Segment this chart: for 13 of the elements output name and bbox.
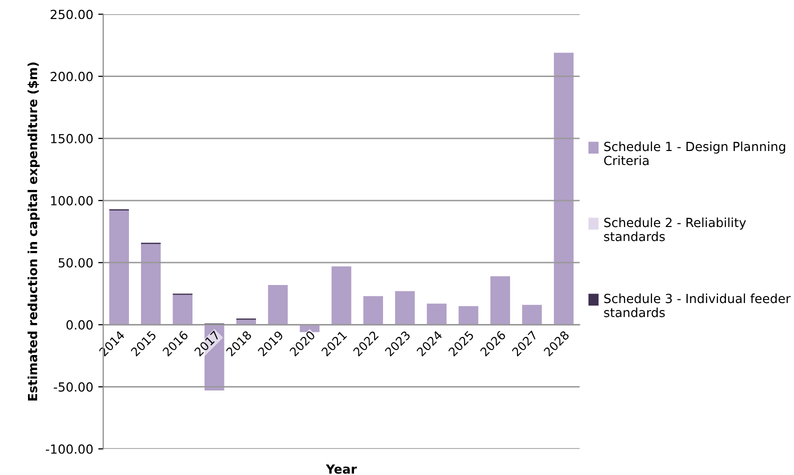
y-tick-label: -50.00	[54, 382, 93, 392]
legend-label: Schedule 3 - Individual feeder standards	[604, 294, 791, 318]
x-axis-title: Year	[326, 464, 357, 474]
y-tick-label: 150.00	[51, 134, 93, 144]
y-axis-title: Estimated reduction in capital expenditure ($m)	[28, 62, 40, 401]
y-tick-label: -100.00	[46, 444, 93, 454]
legend-label: Schedule 2 - Reliability standards	[604, 218, 746, 242]
y-tick-label: 250.00	[50, 10, 93, 20]
y-tick-label: 100.00	[51, 196, 93, 206]
y-tick-label: 0.00	[66, 320, 93, 330]
y-tick-label: 50.00	[58, 258, 93, 268]
legend-label: Schedule 1 - Design Planning Criteria	[604, 142, 786, 166]
y-tick-label: 200.00	[50, 72, 93, 82]
